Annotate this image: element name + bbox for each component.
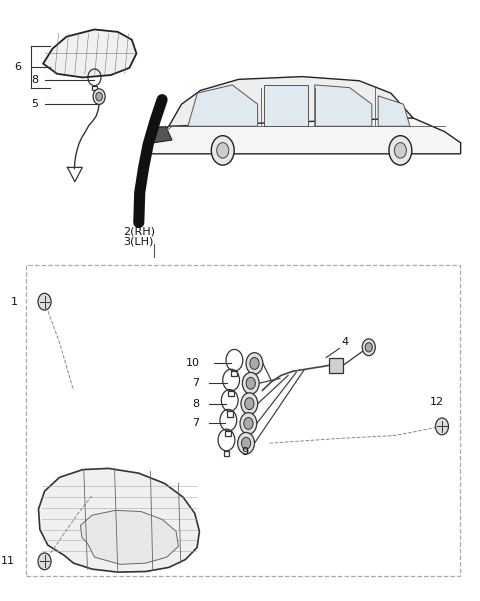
Text: 7: 7 [192, 378, 199, 388]
Circle shape [246, 353, 263, 374]
Bar [231, 371, 237, 376]
Text: 9: 9 [241, 447, 249, 457]
Text: 2(RH): 2(RH) [123, 227, 155, 237]
Text: 11: 11 [1, 557, 15, 566]
Circle shape [38, 553, 51, 570]
Polygon shape [144, 104, 461, 154]
Circle shape [244, 418, 253, 429]
Bar [26, 264, 460, 576]
Circle shape [389, 136, 412, 165]
Circle shape [245, 398, 254, 409]
Text: 8: 8 [192, 398, 199, 409]
Polygon shape [81, 510, 179, 564]
Bar [226, 431, 231, 436]
Polygon shape [38, 468, 199, 572]
Polygon shape [315, 85, 372, 126]
Bar [329, 358, 343, 373]
Polygon shape [43, 29, 136, 78]
Circle shape [362, 339, 375, 356]
Text: 7: 7 [192, 418, 199, 429]
Polygon shape [378, 96, 410, 126]
Circle shape [241, 438, 251, 449]
Circle shape [246, 377, 255, 389]
Text: 5: 5 [32, 99, 38, 109]
Bar [224, 451, 229, 456]
Circle shape [96, 93, 102, 101]
Circle shape [242, 373, 259, 394]
Circle shape [211, 136, 234, 165]
Text: 1: 1 [11, 297, 17, 307]
Text: 12: 12 [430, 397, 444, 407]
Text: 10: 10 [185, 358, 199, 368]
Bar [227, 411, 233, 416]
Text: 3(LH): 3(LH) [123, 237, 154, 247]
Circle shape [93, 89, 105, 105]
Circle shape [250, 358, 259, 370]
Polygon shape [169, 76, 413, 126]
Bar [228, 391, 234, 396]
Text: 6: 6 [15, 62, 22, 72]
Circle shape [38, 293, 51, 310]
Circle shape [216, 142, 229, 158]
Circle shape [395, 142, 407, 158]
Circle shape [241, 393, 258, 415]
Circle shape [365, 343, 372, 352]
Circle shape [435, 418, 448, 435]
Circle shape [240, 413, 257, 434]
Polygon shape [188, 85, 258, 126]
Polygon shape [264, 85, 308, 126]
Text: 8: 8 [32, 75, 38, 85]
Bar [92, 86, 97, 90]
Text: 4: 4 [342, 338, 348, 347]
Circle shape [238, 432, 254, 454]
Polygon shape [153, 126, 172, 143]
